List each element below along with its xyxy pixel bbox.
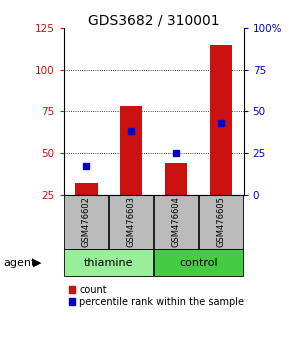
FancyBboxPatch shape [154, 195, 198, 249]
Text: thiamine: thiamine [84, 257, 133, 268]
Text: GSM476605: GSM476605 [217, 196, 226, 247]
Bar [165, 163, 187, 195]
FancyBboxPatch shape [199, 195, 243, 249]
FancyBboxPatch shape [109, 195, 153, 249]
Text: GSM476602: GSM476602 [82, 196, 91, 247]
Title: GDS3682 / 310001: GDS3682 / 310001 [88, 13, 220, 27]
Legend: count, percentile rank within the sample: count, percentile rank within the sample [69, 285, 244, 307]
Text: agent: agent [3, 257, 35, 268]
Bar [75, 183, 97, 195]
Text: GSM476604: GSM476604 [172, 196, 181, 247]
Bar [120, 107, 142, 195]
FancyBboxPatch shape [64, 249, 153, 276]
Text: GSM476603: GSM476603 [127, 196, 136, 247]
Text: ▶: ▶ [33, 257, 42, 268]
Text: control: control [179, 257, 218, 268]
Bar [210, 45, 232, 195]
FancyBboxPatch shape [154, 249, 243, 276]
FancyBboxPatch shape [64, 195, 108, 249]
